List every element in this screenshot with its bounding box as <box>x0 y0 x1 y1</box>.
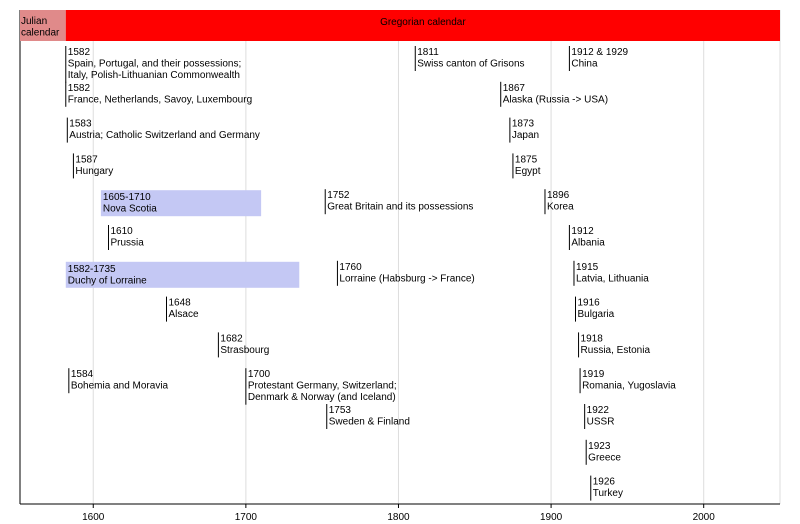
event-label: 1912 & 1929 <box>571 47 628 58</box>
span-label: 1605-1710 <box>103 192 151 203</box>
event-label: Hungary <box>75 166 113 177</box>
event-label: 1922 <box>587 405 610 416</box>
period-bar <box>65 10 780 41</box>
event-label: 1926 <box>593 477 616 488</box>
event-label: 1919 <box>582 369 605 380</box>
x-tick-label: 2000 <box>693 512 716 523</box>
span-label: Nova Scotia <box>103 204 157 215</box>
event-label: Russia, Estonia <box>581 345 651 356</box>
event-label: Albania <box>571 238 605 249</box>
event-label: 1916 <box>578 298 601 309</box>
event-label: 1811 <box>417 47 439 58</box>
period-label: calendar <box>21 28 60 39</box>
event-label: 1610 <box>111 226 134 237</box>
event-label: 1753 <box>329 405 352 416</box>
event-label: Strasbourg <box>220 345 269 356</box>
period-bar <box>20 10 66 41</box>
event-label: 1915 <box>576 262 599 273</box>
period-label: Gregorian calendar <box>380 17 466 28</box>
event-label: USSR <box>587 417 615 428</box>
event-label: 1587 <box>75 154 98 165</box>
event-label: 1584 <box>71 369 94 380</box>
event-label: France, Netherlands, Savoy, Luxembourg <box>68 94 252 105</box>
event-label: Egypt <box>515 166 541 177</box>
span-bar <box>65 261 300 288</box>
event-label: Turkey <box>593 488 623 499</box>
event-label: 1918 <box>581 333 604 344</box>
period-label: Julian <box>21 16 47 27</box>
event-label: 1923 <box>588 441 611 452</box>
event-label: Japan <box>512 130 539 141</box>
event-label: 1583 <box>69 119 92 130</box>
event-label: China <box>571 59 598 70</box>
span-bar <box>100 190 262 217</box>
event-label: Latvia, Lithuania <box>576 273 649 284</box>
span-label: Duchy of Lorraine <box>68 275 147 286</box>
event-label: Alsace <box>169 309 199 320</box>
event-label: Protestant Germany, Switzerland; <box>248 381 397 392</box>
event-label: Alaska (Russia -> USA) <box>503 94 608 105</box>
event-label: Lorraine (Habsburg -> France) <box>339 273 474 284</box>
span-label: 1582-1735 <box>68 264 116 275</box>
event-label: Romania, Yugoslavia <box>582 381 676 392</box>
event-label: Prussia <box>111 238 145 249</box>
event-label: 1582 <box>68 83 91 94</box>
grid-lines <box>19 10 781 504</box>
x-tick-label: 1600 <box>82 512 105 523</box>
event-label: Italy, Polish-Lithuanian Commonwealth <box>68 70 240 81</box>
event-label: 1760 <box>339 262 362 273</box>
event-label: 1867 <box>503 83 526 94</box>
x-tick-label: 1900 <box>540 512 563 523</box>
event-label: Greece <box>588 452 621 463</box>
event-label: Sweden & Finland <box>329 417 410 428</box>
event-label: Korea <box>547 202 574 213</box>
event-label: 1752 <box>327 190 350 201</box>
event-label: Swiss canton of Grisons <box>417 59 524 70</box>
event-label: 1582 <box>68 47 91 58</box>
event-label: 1700 <box>248 369 271 380</box>
event-label: Great Britain and its possessions <box>327 202 473 213</box>
event-label: 1875 <box>515 154 538 165</box>
event-label: Spain, Portugal, and their possessions; <box>68 59 241 70</box>
x-tick-label: 1700 <box>235 512 258 523</box>
event-label: Austria; Catholic Switzerland and German… <box>69 130 260 141</box>
event-label: Denmark & Norway (and Iceland) <box>248 392 396 403</box>
event-label: Bulgaria <box>578 309 615 320</box>
event-label: 1648 <box>169 298 192 309</box>
event-label: 1873 <box>512 119 535 130</box>
x-tick-label: 1800 <box>387 512 410 523</box>
event-label: 1912 <box>571 226 594 237</box>
event-label: Bohemia and Moravia <box>71 381 169 392</box>
event-label: 1682 <box>220 333 243 344</box>
x-axis: 1600 1700 1800 1900 2000 <box>20 503 780 523</box>
event-label: 1896 <box>547 190 570 201</box>
